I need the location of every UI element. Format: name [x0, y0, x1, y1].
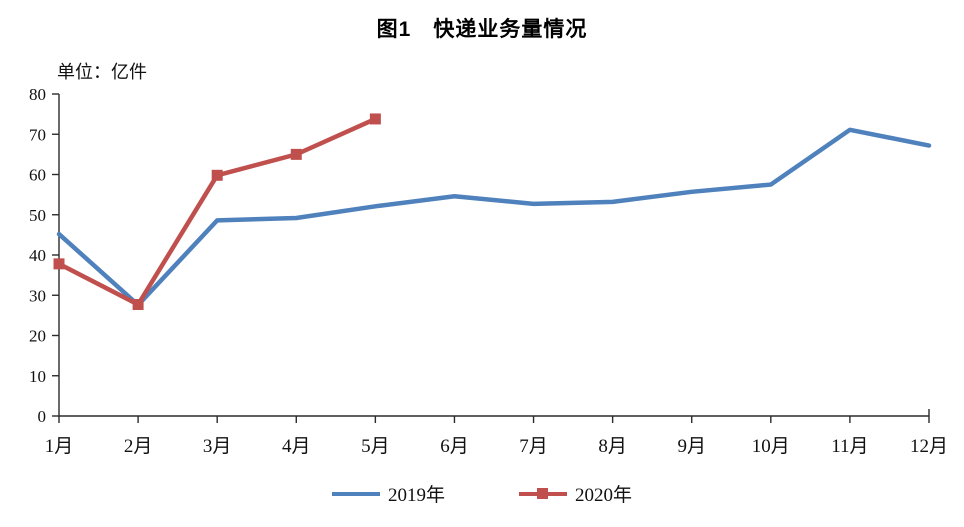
series-marker-2020年 [211, 169, 223, 181]
y-tick-label: 0 [38, 407, 47, 426]
y-tick-label: 20 [29, 327, 46, 346]
series-line-2019年 [56, 127, 932, 308]
series-marker-2020年 [290, 148, 302, 160]
legend-item-2019: 2019年 [331, 480, 445, 507]
y-tick-label: 70 [29, 125, 46, 144]
x-tick-label: 2月 [124, 436, 153, 457]
x-tick-label: 5月 [361, 436, 390, 457]
2020-line-marker-swatch-icon [519, 487, 567, 500]
x-tick-label: 1月 [45, 436, 74, 457]
x-tick-label: 10月 [752, 436, 790, 457]
x-tick-label: 12月 [910, 436, 948, 457]
unit-label: 单位：亿件 [57, 62, 147, 82]
legend-item-2020: 2020年 [519, 480, 632, 507]
series-marker-2020年 [53, 258, 65, 270]
y-tick-label: 60 [29, 166, 46, 185]
x-tick-label: 11月 [831, 436, 868, 457]
legend: 2019年 2020年 [0, 480, 964, 507]
y-tick-label: 40 [29, 246, 46, 265]
x-tick-label: 6月 [440, 436, 469, 457]
y-tick-label: 50 [29, 206, 46, 225]
line-chart: 0 10 20 30 40 50 60 70 80 1月 2月 3月 4月 5月 6月 7月 8月 9月 10月 11… [29, 85, 948, 457]
series-marker-2020年 [132, 299, 144, 311]
legend-label-2019: 2019年 [387, 485, 445, 506]
x-tick-label: 3月 [203, 436, 232, 457]
y-tick-label: 10 [29, 367, 46, 386]
legend-label-2020: 2020年 [575, 485, 633, 506]
x-tick-label: 9月 [677, 436, 706, 457]
chart-title: 图1 快递业务量情况 [376, 18, 588, 41]
2019-line-swatch-icon [331, 487, 380, 500]
x-tick-label: 7月 [519, 436, 548, 457]
axes [58, 94, 929, 417]
x-tick-label: 8月 [598, 436, 627, 457]
x-tick-label: 4月 [282, 436, 311, 457]
y-tick-label: 80 [29, 85, 46, 104]
y-tick-label: 30 [29, 286, 46, 305]
series-marker-2020年 [369, 113, 381, 125]
